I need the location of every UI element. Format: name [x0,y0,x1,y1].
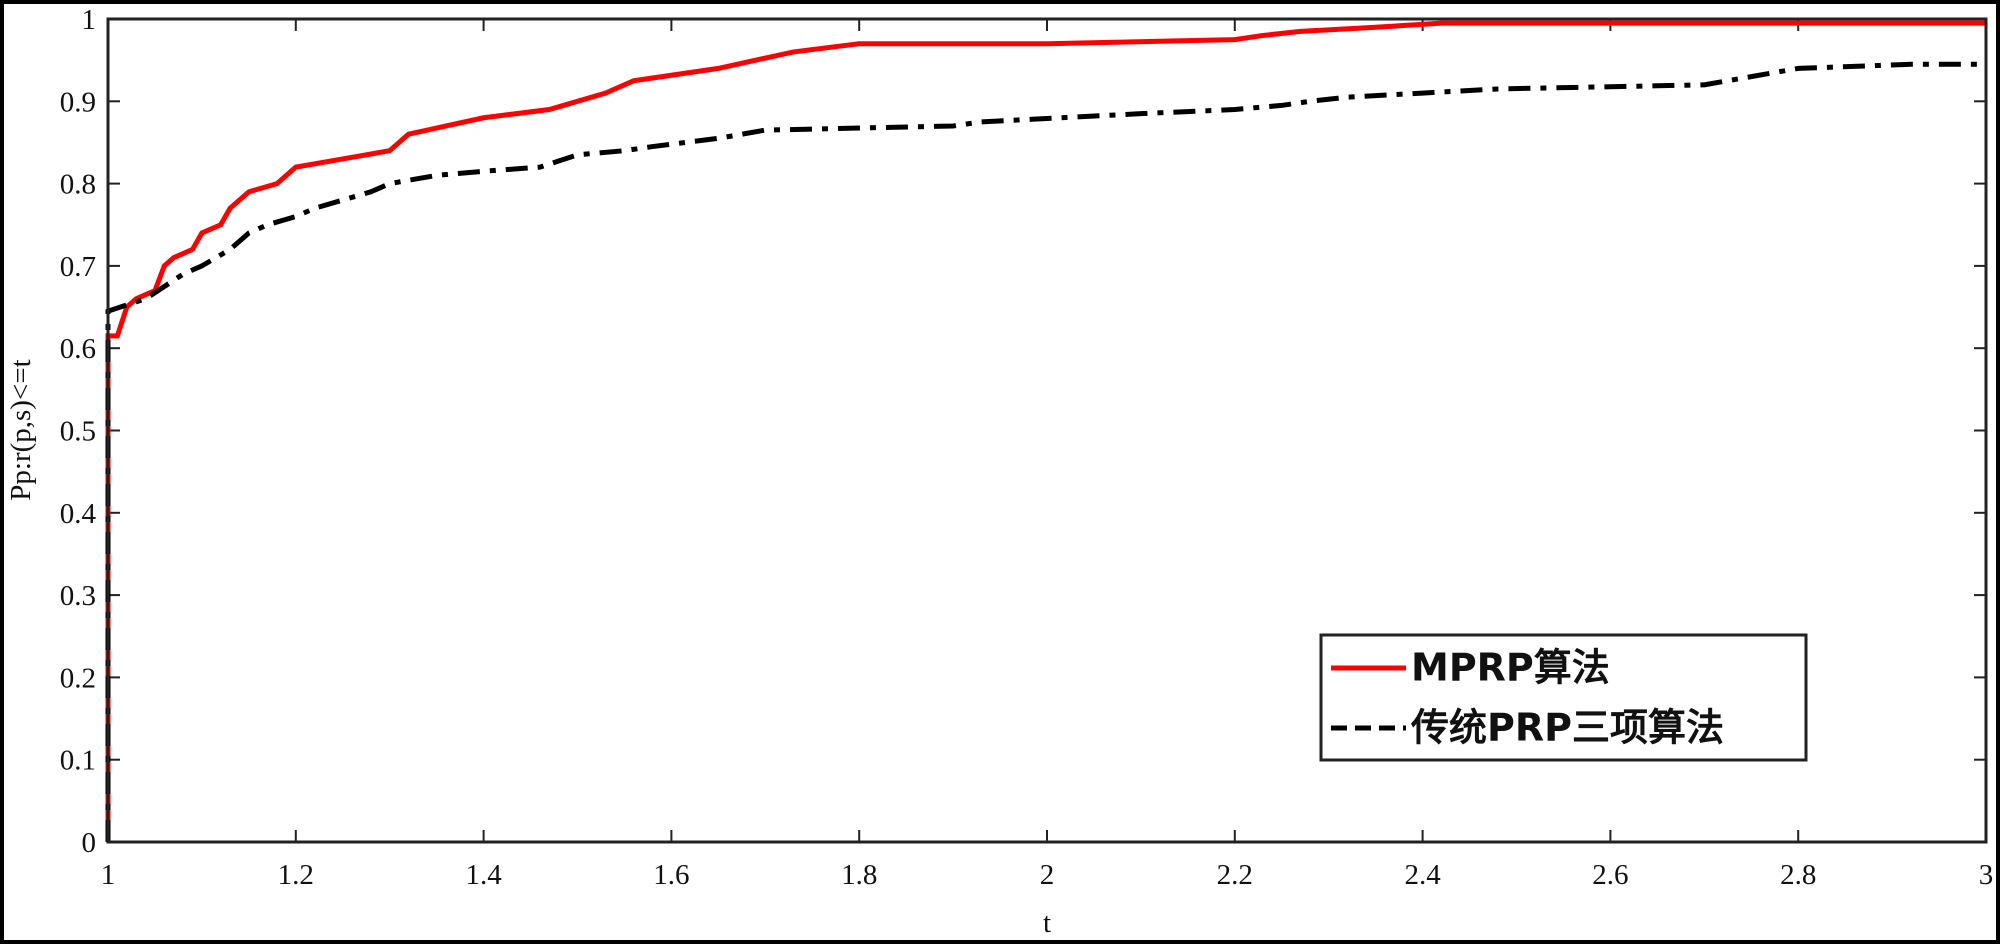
series-line [105,61,1986,842]
x-axis-label: t [1043,907,1051,939]
legend-box [1319,633,1808,762]
y-tick-label: 0.1 [60,745,96,777]
x-tick-label: 2.4 [1404,859,1441,891]
y-tick-label: 0.3 [60,580,96,612]
series-line [105,20,1986,842]
y-tick-label: 0.7 [60,251,96,283]
y-tick-label: 0.8 [60,169,96,201]
x-tick-label: 1.4 [465,859,502,891]
y-tick-label: 0.2 [60,662,96,694]
legend-label: MPRP算法 [1411,646,1610,690]
x-tick-label: 1 [101,859,116,891]
x-tick-label: 1.6 [653,859,689,891]
y-tick-label: 0.4 [60,498,97,530]
y-tick-label: 0 [82,827,97,859]
x-tick-label: 2.6 [1592,859,1628,891]
plot-frame [106,17,1988,844]
x-tick-label: 2.2 [1217,859,1253,891]
y-tick-label: 0.5 [60,416,96,448]
y-tick-label: 0.6 [60,333,96,365]
y-tick-label: 1 [82,4,97,36]
legend-label: 传统PRP三项算法 [1410,706,1724,750]
x-tick-label: 1.2 [278,859,314,891]
y-tick-label: 0.9 [60,86,96,118]
x-tick-label: 2.8 [1780,859,1816,891]
x-tick-label: 2 [1040,859,1055,891]
x-tick-label: 3 [1979,859,1994,891]
x-tick-label: 1.8 [841,859,877,891]
y-axis-label: Pp:r(p,s)<=t [5,359,37,500]
